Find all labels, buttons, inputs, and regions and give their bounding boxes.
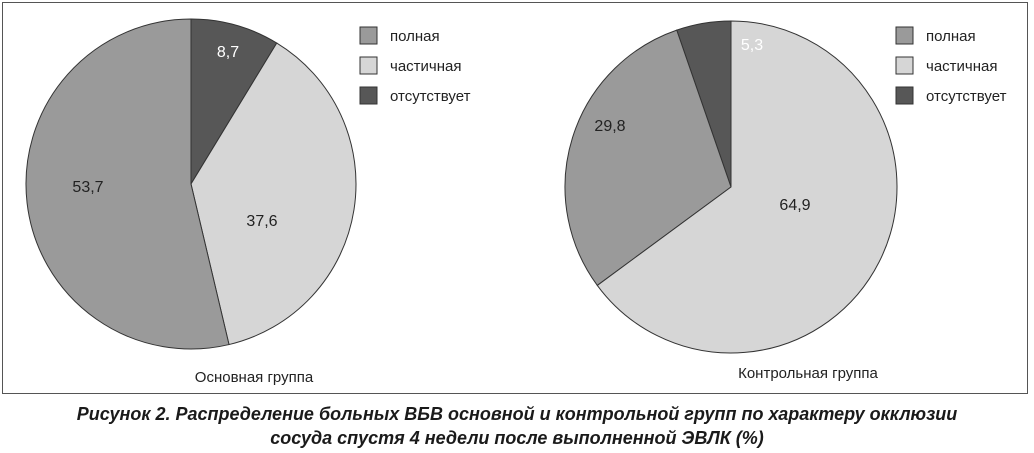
chart-title: Контрольная группа [738,365,878,382]
legend-label: полная [390,28,440,45]
legend-label: частичная [926,58,997,75]
pie-chart-main-group: 53,7 37,6 8,7 полная частичная отсутствует Осн… [25,18,471,386]
slice-value-label: 64,9 [779,197,810,214]
pie-slice-full [564,29,732,287]
slice-value-label: 5,3 [741,37,763,54]
caption-line-2: сосуда спустя 4 недели после выполненной… [270,428,764,448]
slice-value-label: 29,8 [594,118,625,135]
legend-label: полная [926,28,976,45]
slice-value-label: 53,7 [72,179,103,196]
chart-title: Основная группа [195,369,314,386]
legend-label: частичная [390,58,461,75]
legend-swatch [359,56,378,75]
legend-swatch [359,86,378,105]
legend-swatch [895,56,914,75]
legend-swatch [895,26,914,45]
pie-slice-partial [596,20,898,354]
caption-line-1: Рисунок 2. Распределение больных ВБВ осн… [76,404,958,424]
pie-slice-absent [190,18,278,186]
slice-value-label: 8,7 [217,44,239,61]
figure-caption: Рисунок 2. Распределение больных ВБВ осн… [0,402,1034,450]
pie-slice-partial [190,42,357,346]
pie-slice-full [25,18,230,350]
legend-swatch [895,86,914,105]
pie-charts: 53,7 37,6 8,7 полная частичная отсутствует Осн… [25,18,1007,386]
pie-chart-control-group: 29,8 64,9 5,3 полная частичная отсутствует Кон… [564,20,1007,382]
legend-swatch [359,26,378,45]
legend-label: отсутствует [926,88,1007,105]
legend-label: отсутствует [390,88,471,105]
slice-value-label: 37,6 [246,213,277,230]
